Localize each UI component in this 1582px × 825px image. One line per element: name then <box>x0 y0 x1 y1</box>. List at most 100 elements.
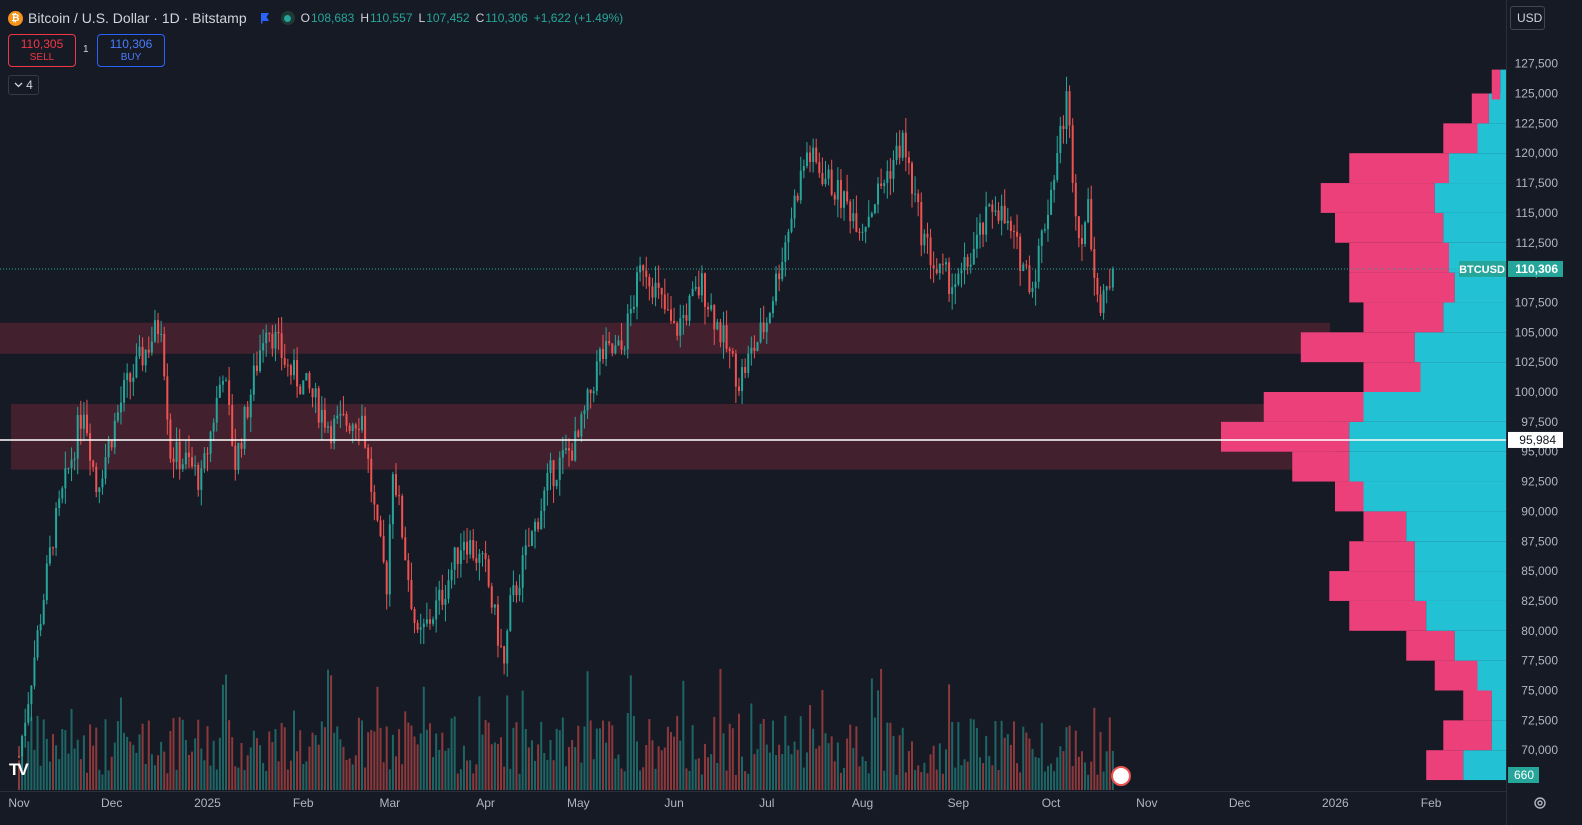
volume-bar <box>55 745 58 790</box>
candle <box>941 263 944 265</box>
volume-bar <box>339 739 342 790</box>
volume-bar <box>184 739 187 790</box>
volume-bar <box>48 761 51 790</box>
volume-bar <box>73 748 76 790</box>
candle <box>703 273 706 307</box>
candle <box>870 213 873 217</box>
volume-bar <box>462 745 465 790</box>
volume-bar <box>883 770 886 790</box>
currency-button[interactable]: USD <box>1510 6 1545 30</box>
volume-bar <box>27 741 30 790</box>
volume-bar <box>107 770 110 790</box>
volume-bar <box>524 728 527 790</box>
volume-bar <box>636 741 638 790</box>
volume-bar <box>255 738 258 790</box>
buy-price: 110,306 <box>109 36 153 51</box>
volume-bar <box>1065 727 1068 790</box>
volume-bar <box>747 773 750 790</box>
symbol-title[interactable]: Bitcoin / U.S. Dollar · 1D · Bitstamp <box>28 10 247 26</box>
candle <box>744 367 747 373</box>
candle <box>880 183 883 187</box>
candle <box>629 309 632 314</box>
volume-bar <box>259 745 262 790</box>
price-tick-label: 120,000 <box>1515 146 1559 160</box>
candle <box>398 495 401 497</box>
volume-bar <box>237 767 240 790</box>
candle <box>265 332 268 344</box>
candle <box>379 520 382 537</box>
candle <box>404 537 407 561</box>
candle <box>843 191 846 208</box>
volume-bar <box>428 723 431 790</box>
sell-button[interactable]: 110,305 SELL <box>8 34 76 67</box>
volume-bar <box>231 737 234 790</box>
candle <box>608 340 611 344</box>
tradingview-logo-icon[interactable]: TV <box>9 760 29 779</box>
candle <box>666 309 669 311</box>
volume-bar <box>234 766 237 790</box>
volume-bar <box>286 769 289 790</box>
candle <box>710 305 713 310</box>
volume-profile-down <box>1292 451 1350 482</box>
volume-bar <box>320 721 323 790</box>
market-status-icon[interactable] <box>280 11 295 25</box>
sell-price: 110,305 <box>20 36 64 51</box>
volume-profile-down <box>1335 481 1364 512</box>
time-tick-label: Feb <box>1421 796 1442 810</box>
volume-bar <box>348 758 351 790</box>
candle <box>342 413 345 415</box>
volume-profile-down <box>1406 630 1455 661</box>
volume-bar <box>805 752 808 790</box>
candle <box>141 346 144 366</box>
candle <box>805 152 808 167</box>
volume-bar <box>907 751 910 790</box>
close-value: 110,306 <box>485 11 528 25</box>
candle <box>700 273 703 296</box>
candle <box>394 474 397 496</box>
candle <box>76 414 79 459</box>
volume-bar <box>1022 726 1025 790</box>
volume-bar <box>345 759 348 790</box>
volume-bar <box>484 720 487 790</box>
candle <box>1037 245 1040 282</box>
candle <box>873 204 876 214</box>
volume-bar <box>753 754 756 790</box>
volume-bar <box>317 744 320 790</box>
flag-icon[interactable] <box>259 12 271 24</box>
indicators-toggle[interactable]: 4 <box>8 75 39 95</box>
candle <box>997 210 1000 221</box>
candle <box>901 132 904 158</box>
volume-bar <box>243 770 246 790</box>
buy-button[interactable]: 110,306 BUY <box>97 34 165 67</box>
candle <box>716 322 719 330</box>
candle <box>707 306 710 310</box>
volume-bar <box>1006 734 1009 790</box>
volume-bar <box>679 740 682 790</box>
candle <box>614 345 617 354</box>
time-tick-label: Nov <box>8 796 29 810</box>
candle <box>147 349 150 353</box>
last-price-tag-label: 110,306 <box>1515 262 1558 276</box>
volume-bar <box>666 726 669 790</box>
candle <box>892 159 895 179</box>
candle <box>1046 214 1049 230</box>
candle <box>435 600 438 620</box>
volume-profile-up <box>1454 272 1506 303</box>
volume-bar <box>187 754 190 790</box>
volume-bar <box>1102 771 1105 790</box>
volume-bar <box>778 744 781 790</box>
volume-bar <box>1087 774 1090 790</box>
volume-bar <box>144 763 147 790</box>
candle <box>781 261 784 280</box>
candle <box>886 171 889 184</box>
volume-bar <box>669 732 672 790</box>
candle <box>67 467 70 469</box>
candle <box>280 333 283 359</box>
candle <box>991 204 994 212</box>
gear-icon[interactable] <box>1532 795 1548 811</box>
volume-bar <box>605 742 608 790</box>
volume-bar <box>493 742 496 790</box>
volume-bar <box>1003 737 1006 790</box>
time-tick-label: Jul <box>759 796 774 810</box>
